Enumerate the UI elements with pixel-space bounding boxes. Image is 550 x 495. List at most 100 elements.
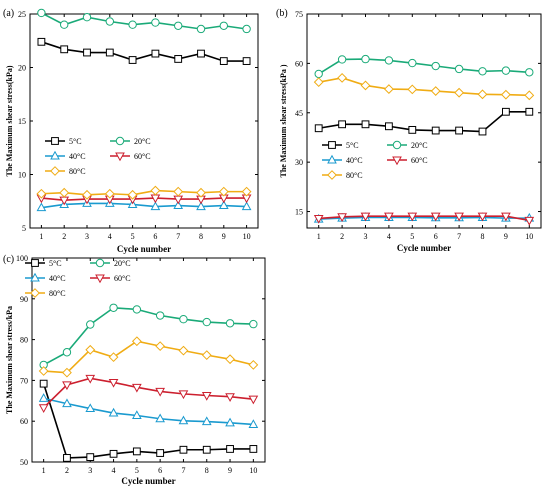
data-point — [408, 58, 417, 68]
legend-marker — [327, 154, 337, 164]
x-tick-label: 2 — [340, 232, 344, 241]
data-point — [128, 56, 137, 64]
data-point — [225, 393, 235, 402]
data-point — [407, 84, 418, 95]
series-40°C — [36, 198, 252, 212]
data-point — [82, 189, 92, 200]
data-point — [37, 8, 46, 18]
data-point — [62, 398, 72, 408]
y-tick-label: 20 — [18, 64, 26, 73]
legend-label: 20°C — [134, 137, 151, 146]
x-tick-label: 7 — [176, 232, 180, 241]
data-point — [225, 417, 235, 427]
x-tick-label: 1 — [42, 466, 46, 475]
data-point — [155, 413, 165, 423]
data-point — [155, 341, 166, 352]
data-point — [179, 445, 188, 454]
legend-label: 60°C — [114, 274, 131, 283]
data-point — [128, 20, 137, 29]
y-tick-label: 60 — [295, 59, 303, 68]
legend-marker — [328, 141, 336, 149]
series-80°C — [36, 185, 252, 200]
y-tick-label: 70 — [20, 376, 28, 385]
data-point — [196, 24, 206, 34]
data-point — [39, 379, 48, 388]
series-line — [43, 340, 254, 374]
x-tick-label: 10 — [243, 232, 251, 241]
series-60°C — [313, 212, 535, 226]
data-point — [219, 21, 229, 30]
data-point — [408, 125, 417, 134]
data-point — [225, 319, 235, 328]
series-line — [41, 202, 247, 209]
data-point — [151, 49, 160, 58]
data-point — [174, 55, 183, 63]
y-tick-label: 25 — [18, 10, 26, 19]
data-point — [249, 445, 258, 453]
data-point — [248, 359, 259, 370]
x-tick-label: 10 — [249, 466, 257, 475]
y-tick-label: 75 — [295, 10, 303, 19]
x-tick-label: 3 — [85, 232, 89, 241]
data-point — [524, 90, 535, 101]
series-line — [41, 197, 247, 201]
x-tick-label: 9 — [222, 232, 226, 241]
data-point — [38, 404, 49, 413]
data-point — [109, 303, 118, 312]
data-point — [132, 383, 142, 393]
data-point — [202, 317, 211, 327]
data-point — [108, 378, 119, 388]
y-tick-label: 50 — [20, 458, 28, 467]
series-line — [41, 12, 247, 30]
series-line — [318, 110, 530, 133]
data-point — [86, 453, 95, 462]
data-point — [202, 445, 211, 454]
data-point — [384, 56, 394, 65]
data-point — [62, 348, 72, 357]
data-point — [218, 200, 229, 210]
legend-label: 20°C — [411, 141, 428, 150]
data-point — [454, 87, 465, 98]
x-tick-label: 1 — [39, 232, 43, 241]
data-point — [477, 212, 488, 222]
legend-label: 60°C — [134, 152, 151, 161]
x-tick-label: 6 — [434, 232, 438, 241]
data-point — [178, 415, 189, 425]
x-tick-label: 2 — [62, 232, 66, 241]
data-point — [155, 387, 165, 397]
x-tick-label: 5 — [410, 232, 414, 241]
plot-frame — [306, 13, 542, 229]
series-80°C — [38, 336, 259, 378]
data-point — [59, 20, 69, 29]
x-tick-label: 2 — [65, 466, 69, 475]
data-point — [248, 395, 259, 405]
data-point — [197, 49, 205, 58]
data-point — [454, 64, 464, 74]
data-point — [430, 86, 441, 96]
y-tick-label: 15 — [18, 117, 26, 126]
data-point — [242, 24, 251, 34]
legend-marker — [327, 170, 337, 180]
data-point — [385, 122, 393, 131]
data-point — [226, 445, 234, 453]
y-tick-label: 90 — [20, 295, 28, 304]
x-tick-label: 4 — [112, 466, 116, 475]
data-point — [360, 80, 371, 91]
legend-marker — [95, 258, 105, 268]
data-point — [313, 77, 324, 88]
x-tick-label: 8 — [199, 232, 203, 241]
legend-label: 40°C — [346, 156, 363, 165]
data-point — [314, 69, 323, 79]
legend-label: 5°C — [346, 141, 359, 150]
data-point — [82, 13, 92, 22]
data-point — [384, 212, 394, 222]
y-tick-label: 30 — [295, 158, 303, 167]
series-line — [43, 377, 254, 409]
x-tick-label: 5 — [135, 466, 139, 475]
data-point — [524, 216, 535, 226]
x-tick-label: 5 — [131, 232, 135, 241]
data-point — [360, 212, 371, 222]
legend-marker — [30, 272, 40, 282]
data-point — [108, 407, 119, 417]
